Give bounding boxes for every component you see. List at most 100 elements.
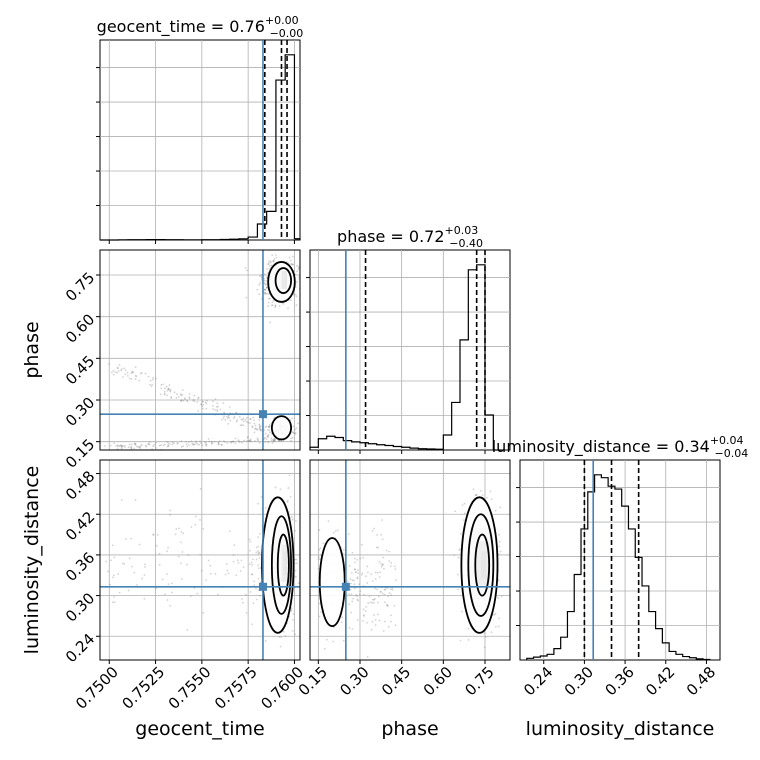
sample-point [267, 426, 270, 428]
panel-phase-hist: phase = 0.72+0.03 −0.40 [306, 224, 511, 454]
sample-point [232, 560, 235, 563]
sample-point [346, 580, 349, 582]
sample-point [370, 573, 373, 576]
sample-point [258, 275, 261, 278]
sample-point [236, 419, 239, 421]
sample-point [474, 494, 477, 497]
sample-point [297, 266, 300, 268]
sample-point [147, 375, 150, 378]
sample-point [374, 624, 377, 627]
sample-point [253, 584, 256, 587]
sample-point [292, 431, 294, 434]
sample-point [274, 306, 277, 309]
sample-point [136, 583, 138, 586]
sample-point [268, 268, 271, 270]
sample-point [353, 583, 356, 586]
y-tick-label-0: 0.24 [62, 630, 98, 666]
sample-point [268, 297, 270, 300]
sample-point [350, 593, 353, 596]
y-tick-label-2: 0.36 [62, 549, 98, 585]
sample-point [133, 442, 136, 445]
sample-point [233, 544, 236, 547]
x-axis-label-geocent-time: geocent_time [135, 718, 264, 740]
sample-point [167, 388, 170, 390]
sample-point [258, 419, 261, 421]
sample-point [127, 446, 130, 449]
sample-point [381, 519, 384, 521]
sample-point [177, 555, 180, 558]
sample-point [180, 531, 183, 533]
sample-point [257, 577, 260, 580]
sample-point [255, 558, 258, 561]
sample-point [364, 610, 367, 613]
sample-point [275, 256, 278, 259]
sample-point [178, 527, 180, 530]
sample-point [393, 604, 396, 607]
sample-point [292, 255, 294, 258]
sample-point [112, 576, 114, 579]
sample-point [162, 444, 165, 447]
sample-point [251, 558, 254, 561]
sample-point [226, 569, 229, 572]
sample-point [246, 440, 249, 442]
sample-point [166, 445, 169, 448]
sample-point [168, 388, 171, 391]
sample-point [373, 601, 375, 604]
sample-point [475, 494, 478, 496]
sample-point [120, 447, 123, 450]
sample-point [260, 429, 263, 431]
sample-point [133, 447, 136, 450]
sample-point [366, 565, 369, 568]
x-tick-label-4: 0.48 [683, 663, 719, 699]
sample-point [188, 396, 191, 399]
y-tick-label-3: 0.42 [62, 508, 98, 544]
sample-point [376, 571, 379, 574]
sample-point [200, 403, 203, 405]
sample-point [336, 529, 339, 532]
sample-point [357, 569, 359, 572]
sample-point [267, 301, 270, 304]
sample-point [484, 636, 487, 638]
sample-point [297, 268, 300, 271]
x-axis-label-phase: phase [381, 718, 438, 740]
sample-point [232, 440, 235, 443]
sample-point [269, 260, 272, 263]
sample-point [197, 410, 200, 412]
sample-point [254, 427, 256, 430]
y-ticks: 0.24 0.30 0.36 0.42 0.48 [62, 467, 100, 666]
sample-point [292, 613, 295, 615]
sample-point [388, 560, 391, 562]
sample-point [199, 440, 201, 442]
sample-point [260, 425, 262, 428]
sample-point [366, 621, 368, 624]
sample-point [493, 613, 496, 616]
sample-point [192, 399, 195, 402]
truth-lines [100, 460, 300, 660]
sample-point [244, 266, 247, 269]
sample-point [489, 490, 492, 493]
sample-point [290, 515, 293, 518]
sample-point [227, 572, 230, 575]
contours [261, 496, 295, 634]
sample-point [267, 435, 270, 437]
title-minus: −0.04 [715, 447, 749, 460]
sample-point [256, 428, 259, 430]
sample-point [257, 552, 260, 555]
histogram [100, 54, 301, 241]
sample-point [134, 443, 137, 446]
sample-point [291, 263, 294, 266]
sample-point [216, 408, 218, 411]
sample-point [264, 432, 267, 435]
sample-point [265, 283, 268, 286]
sample-point [253, 431, 256, 434]
sample-point [180, 440, 183, 443]
sample-point [263, 292, 266, 295]
sample-point [187, 441, 190, 443]
x-tick-label-3: 0.7575 [211, 663, 261, 713]
sample-point [291, 629, 294, 632]
sample-point [245, 296, 248, 299]
sample-point [249, 438, 252, 441]
sample-point [120, 444, 123, 447]
sample-point [353, 568, 356, 571]
sample-point [265, 425, 268, 428]
